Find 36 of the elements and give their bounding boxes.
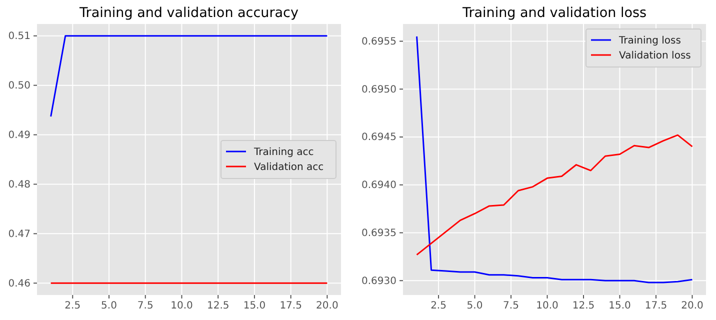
x-tick-label: 20.0 (316, 300, 338, 312)
legend-label: Training acc (253, 147, 314, 158)
y-tick-label: 0.6950 (362, 84, 396, 96)
x-tick-label: 15.0 (243, 300, 266, 312)
line-series (416, 134, 693, 256)
y-tick-label: 0.6935 (362, 228, 396, 239)
legend-label: Validation loss (619, 50, 691, 62)
legend-label: Validation acc (254, 162, 324, 173)
x-tick-label: 2.5 (430, 300, 446, 312)
y-tick-label: 0.49 (8, 130, 30, 141)
x-tick-label: 5.0 (466, 300, 483, 312)
y-tick-label: 0.48 (8, 179, 30, 190)
chart-title: Training and validation loss (461, 5, 647, 21)
x-tick-label: 15.0 (608, 300, 631, 312)
x-tick-label: 7.5 (137, 300, 154, 312)
x-tick-label: 17.5 (280, 300, 302, 312)
y-tick-label: 0.50 (8, 80, 30, 92)
x-tick-label: 10.0 (536, 300, 558, 312)
y-tick-label: 0.6940 (362, 180, 396, 192)
x-tick-label: 5.0 (101, 300, 117, 312)
y-tick-label: 0.46 (8, 278, 30, 290)
x-tick-label: 12.5 (206, 300, 230, 312)
x-tick-label: 12.5 (572, 300, 595, 312)
x-tick-label: 2.5 (64, 300, 81, 312)
legend-label: Training loss (618, 36, 681, 46)
x-tick-label: 17.5 (644, 300, 668, 312)
y-tick-label: 0.6930 (362, 276, 396, 287)
chart-title: Training and validation accuracy (78, 5, 298, 21)
y-tick-label: 0.6945 (362, 132, 396, 144)
y-tick-label: 0.51 (8, 31, 30, 42)
line-series (416, 36, 693, 284)
x-tick-label: 20.0 (681, 300, 704, 312)
x-tick-label: 10.0 (170, 300, 193, 312)
y-tick-label: 0.47 (8, 228, 30, 240)
y-tick-label: 0.6955 (362, 36, 396, 48)
x-tick-label: 7.5 (503, 300, 519, 312)
